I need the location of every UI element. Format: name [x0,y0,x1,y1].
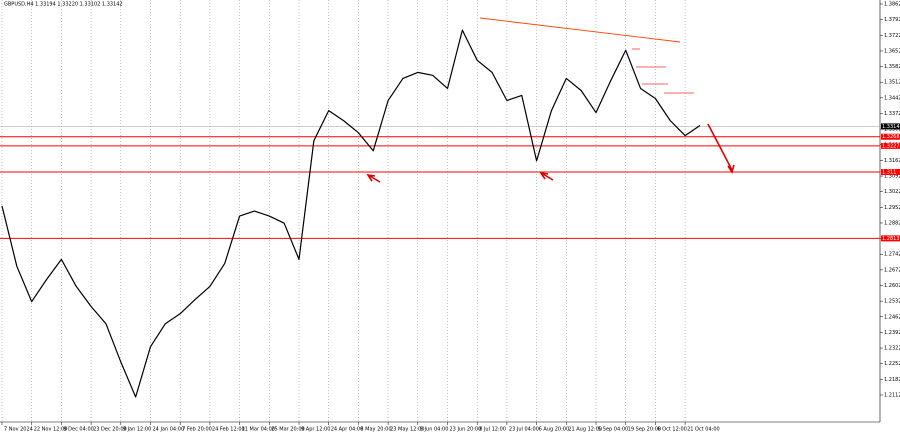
y-tick-label: 1.3512 [884,80,900,86]
y-tick-label: 1.2182 [884,377,900,383]
price-line [1,29,701,398]
x-tick-label: 23 May 12:00 [390,427,424,433]
y-tick-label: 1.3582 [884,64,900,70]
current-price-tag [881,123,900,130]
y-tick-label: 1.2252 [884,361,900,367]
x-tick-label: 23 Jun 20:00 [450,427,482,433]
y-tick-label: 1.2392 [884,330,900,336]
x-tick-label: 9 Dec 04:00 [63,427,93,433]
plot [0,29,880,398]
x-tick-label: 6 Aug 20:00 [539,427,570,433]
y-tick-label: 1.3442 [884,95,900,101]
x-tick-label: 5 Sep 04:00 [598,427,628,433]
x-tick-label: 7 Feb 20:00 [182,427,212,433]
x-tick-label: 21 Oct 04:00 [687,427,720,433]
trend-line [479,17,681,43]
y-tick-label: 1.3652 [884,48,900,54]
level-tag [881,169,900,176]
x-tick-label: 21 Aug 12:00 [568,427,602,433]
y-tick-label: 1.3722 [884,33,900,39]
y-tick-label: 1.2322 [884,346,900,352]
y-tick-label: 1.3092 [884,174,900,180]
x-tick-label: 24 Feb 12:00 [212,427,245,433]
level-tag [881,133,900,140]
y-tick-label: 1.2532 [884,299,900,305]
level-tag [881,235,900,242]
x-tick-label: 6 Oct 12:00 [657,427,686,433]
chart-title: GBPUSD,H4 1.33194 1.33220 1.33102 1.3314… [4,2,123,8]
x-tick-label: 24 Apr 04:00 [331,427,364,433]
x-tick-label: 25 Mar 20:00 [271,427,304,433]
y-tick-label: 1.2672 [884,267,900,273]
x-tick-label: 9 Apr 12:00 [301,427,330,433]
x-tick-label: 8 May 20:00 [360,427,391,433]
arrow [366,173,381,183]
x-tick-label: 19 Sep 20:00 [628,427,661,433]
y-tick-label: 1.3022 [884,189,900,195]
level-label: 1.2813 [882,236,900,242]
level-tag [881,142,900,149]
y-tick-label: 1.3792 [884,17,900,23]
y-tick-label: 1.2742 [884,252,900,258]
current-price-label: 1.33142 [882,124,900,130]
x-tick-label: 7 Nov 2024 [4,427,33,433]
x-tick-label: 23 Jul 04:00 [509,427,539,433]
grid [1,0,686,422]
level-label: 1.3268 [882,134,900,140]
y-tick-label: 1.3372 [884,111,900,117]
y-tick-label: 1.2882 [884,220,900,226]
x-tick-label: 23 Dec 20:00 [93,427,127,433]
x-tick-label: 9 Jan 12:00 [123,427,151,433]
arrow [539,171,554,181]
y-tick-label: 1.3162 [884,158,900,164]
x-tick-label: 24 Jan 04:00 [153,427,185,433]
y-tick-label: 1.3302 [884,127,900,133]
y-tick-label: 1.2952 [884,205,900,211]
level-label: 1.3227 [882,143,900,149]
x-tick-label: 9 Jun 04:00 [420,427,449,433]
y-tick-label: 1.3862 [884,2,900,8]
y-tick-label: 1.2112 [884,392,900,398]
x-tick-label: 11 Mar 04:00 [242,427,275,433]
level-label: 1.311 [882,170,896,176]
y-tick-label: 1.2602 [884,283,900,289]
x-tick-label: 8 Jul 12:00 [479,427,506,433]
forecast-arrow [707,123,735,174]
step-lines [632,48,694,94]
x-tick-label: 22 Nov 12:00 [34,427,68,433]
y-tick-label: 1.2462 [884,314,900,320]
